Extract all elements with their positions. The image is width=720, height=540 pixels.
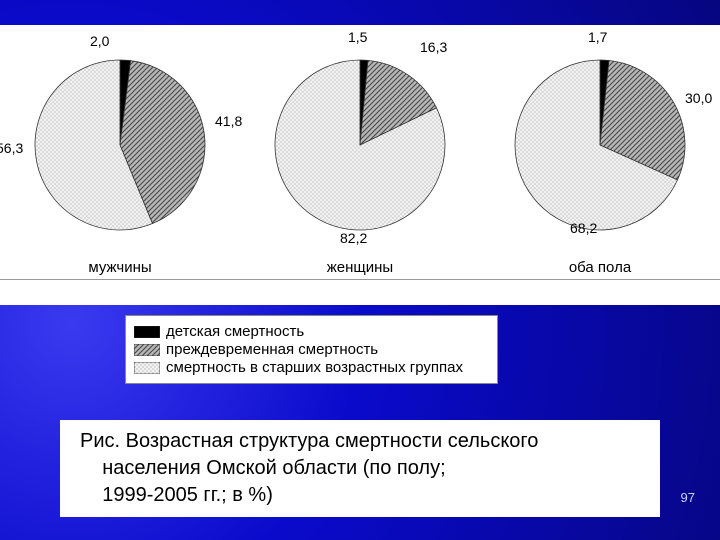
slice-value-label: 68,2 (570, 220, 597, 236)
figure-caption: Рис. Возрастная структура смертности сел… (60, 420, 660, 517)
pie-title: женщины (240, 259, 480, 280)
slice-value-label: 1,5 (348, 29, 367, 45)
legend-row: смертность в старших возрастных группах (134, 359, 489, 376)
legend-label: смертность в старших возрастных группах (166, 359, 463, 376)
slice-value-label: 41,8 (215, 113, 242, 129)
pie-svg (0, 45, 240, 265)
pie-svg (480, 45, 720, 265)
chart-panel: 2,0 41,8 56,3 мужчины 1,5 16,3 82,2 женщины 1,7 3… (0, 25, 720, 305)
legend-label: детская смертность (166, 323, 304, 340)
legend-row: преждевременная смертность (134, 341, 489, 358)
caption-line-3: 1999-2005 гг.; в %) (102, 484, 273, 506)
pie-title: мужчины (0, 259, 240, 280)
pie-мужчины: 2,0 41,8 56,3 мужчины (0, 25, 240, 305)
slice-value-label: 30,0 (685, 90, 712, 106)
pie-title: оба пола (480, 259, 720, 280)
slice-value-label: 82,2 (340, 230, 367, 246)
slice-value-label: 2,0 (90, 33, 109, 49)
caption-line-1: Рис. Возрастная структура смертности сел… (80, 430, 538, 452)
slice-value-label: 56,3 (0, 140, 23, 156)
page-number: 97 (681, 490, 695, 505)
legend: детская смертностьпреждевременная смертн… (125, 315, 498, 384)
legend-swatch (134, 362, 160, 374)
legend-label: преждевременная смертность (166, 341, 378, 358)
caption-line-2: населения Омской области (по полу; (102, 457, 445, 479)
pie-женщины: 1,5 16,3 82,2 женщины (240, 25, 480, 305)
legend-swatch (134, 326, 160, 338)
slice-value-label: 16,3 (420, 39, 447, 55)
slice-value-label: 1,7 (588, 29, 607, 45)
legend-swatch (134, 344, 160, 356)
pie-оба пола: 1,7 30,0 68,2 оба пола (480, 25, 720, 305)
legend-row: детская смертность (134, 323, 489, 340)
